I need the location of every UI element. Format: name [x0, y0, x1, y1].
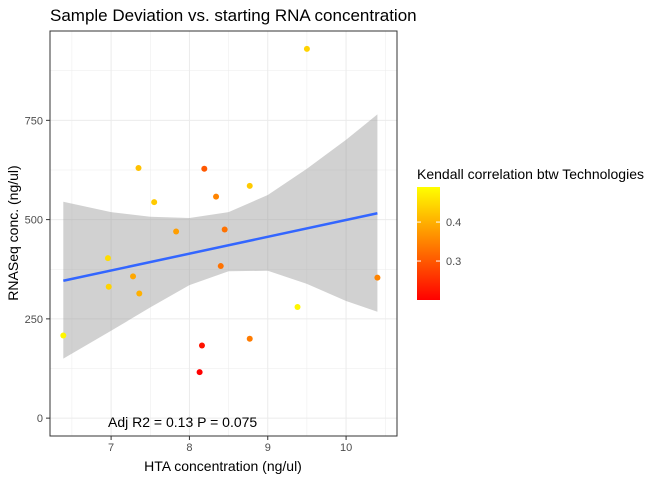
data-point-8 [196, 369, 203, 376]
data-point-7 [173, 228, 180, 235]
fit-line-layer [63, 212, 378, 282]
data-point-4 [135, 164, 142, 171]
confidence-band [63, 114, 378, 359]
data-point-3 [130, 273, 137, 280]
data-point-9 [198, 342, 205, 349]
x-axis-ticks: 7 8 9 10 [108, 436, 352, 454]
data-point-0 [60, 332, 67, 339]
data-point-6 [151, 199, 158, 206]
y-tick-label-2: 500 [25, 215, 43, 227]
legend-tick-label-1: 0.4 [446, 217, 461, 229]
x-axis-title: HTA concentration (ng/ul) [144, 458, 302, 474]
y-axis-ticks: 0 250 500 750 [25, 115, 50, 425]
legend-title: Kendall correlation btw Technologies [417, 166, 644, 182]
data-point-2 [105, 283, 112, 290]
data-point-17 [303, 45, 310, 52]
x-tick-label-0: 7 [108, 442, 114, 454]
y-tick-label-0: 0 [37, 413, 43, 425]
y-tick-label-1: 250 [25, 314, 43, 326]
regression-annotation: Adj R2 = 0.13 P = 0.075 [108, 414, 257, 430]
x-tick-label-2: 9 [265, 442, 271, 454]
data-point-15 [246, 182, 253, 189]
data-point-5 [136, 290, 143, 297]
data-point-10 [201, 165, 208, 172]
data-point-14 [246, 335, 253, 342]
confidence-band-layer [63, 114, 378, 359]
panel-border [49, 30, 398, 437]
grid-major [50, 31, 397, 436]
data-point-1 [104, 255, 111, 262]
data-point-18 [374, 274, 381, 281]
x-tick-label-3: 10 [340, 442, 352, 454]
points-layer [60, 45, 381, 376]
data-point-12 [217, 263, 224, 270]
legend-colorbar [417, 187, 440, 300]
regression-line [63, 212, 378, 282]
x-tick-label-1: 8 [186, 442, 192, 454]
y-axis-title: RNASeq conc. (ng/ul) [5, 165, 21, 300]
y-tick-label-3: 750 [25, 115, 43, 127]
legend-ticks: 0.3 0.4 [417, 217, 461, 268]
legend-tick-label-0: 0.3 [446, 256, 461, 268]
chart-title: Sample Deviation vs. starting RNA concen… [50, 6, 417, 25]
data-point-16 [294, 303, 301, 310]
data-point-13 [221, 226, 228, 233]
grid-minor [50, 31, 397, 436]
legend: Kendall correlation btw Technologies 0.3… [417, 166, 644, 300]
data-point-11 [213, 193, 220, 200]
